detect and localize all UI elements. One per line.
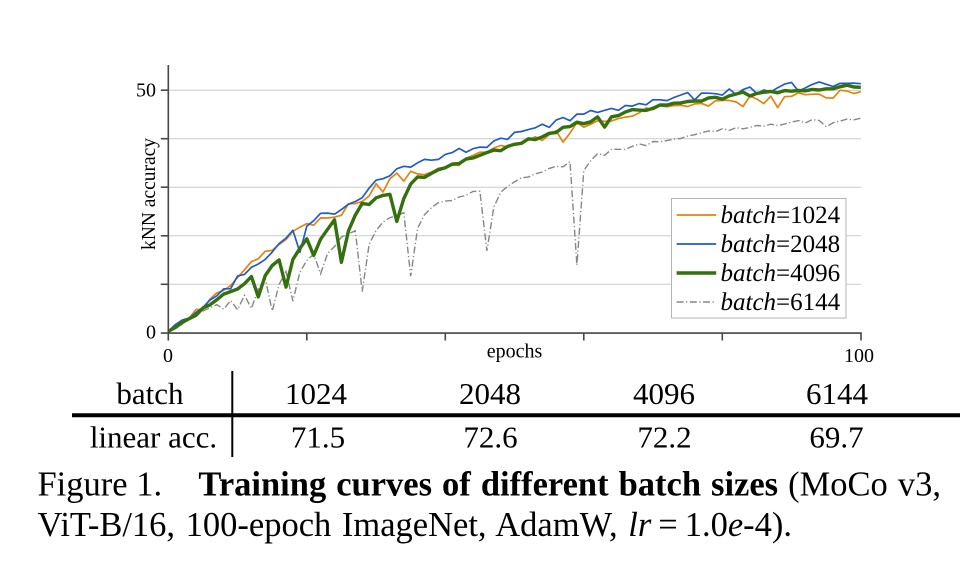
svg-text:100: 100 bbox=[844, 345, 874, 367]
svg-text:batch=1024: batch=1024 bbox=[721, 202, 841, 229]
svg-text:Training curves of different b: Training curves of different batch sizes… bbox=[198, 466, 941, 504]
svg-text:Figure 1.: Figure 1. bbox=[38, 466, 163, 504]
svg-text:kNN accuracy: kNN accuracy bbox=[139, 138, 160, 250]
svg-text:batch: batch bbox=[116, 376, 184, 411]
svg-text:50: 50 bbox=[136, 79, 156, 101]
svg-text:batch=2048: batch=2048 bbox=[721, 231, 841, 258]
svg-text:1024: 1024 bbox=[285, 376, 348, 411]
svg-text:2048: 2048 bbox=[459, 376, 521, 411]
svg-text:linear acc.: linear acc. bbox=[90, 420, 217, 455]
svg-text:69.7: 69.7 bbox=[809, 420, 863, 455]
svg-text:6144: 6144 bbox=[806, 376, 869, 411]
svg-text:71.5: 71.5 bbox=[291, 420, 345, 455]
svg-text:4096: 4096 bbox=[633, 376, 695, 411]
svg-text:batch=4096: batch=4096 bbox=[721, 260, 841, 287]
svg-text:0: 0 bbox=[146, 321, 156, 343]
svg-text:ViT-B/16, 100-epoch ImageNet,: ViT-B/16, 100-epoch ImageNet, AdamW, lr =… bbox=[38, 506, 793, 544]
svg-text:72.6: 72.6 bbox=[463, 420, 517, 455]
svg-text:epochs: epochs bbox=[487, 341, 543, 363]
svg-text:0: 0 bbox=[163, 345, 173, 367]
svg-text:batch=6144: batch=6144 bbox=[721, 289, 841, 316]
svg-text:72.2: 72.2 bbox=[637, 420, 691, 455]
